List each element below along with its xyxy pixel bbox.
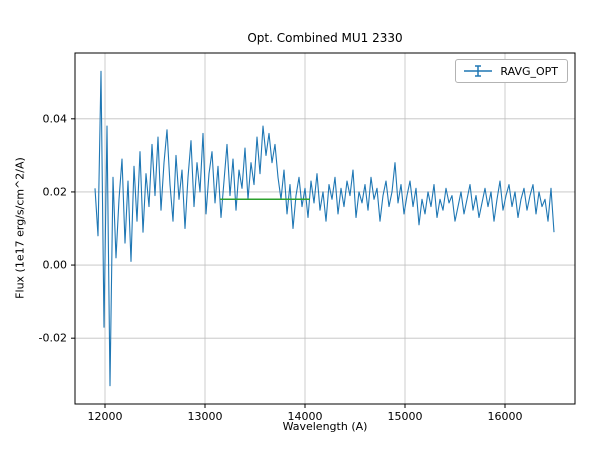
- svg-text:13000: 13000: [188, 410, 223, 423]
- axes-box: [74, 52, 576, 405]
- svg-text:0.02: 0.02: [43, 185, 68, 198]
- svg-text:0.00: 0.00: [43, 259, 68, 272]
- svg-text:15000: 15000: [388, 410, 423, 423]
- svg-text:0.04: 0.04: [43, 112, 68, 125]
- svg-text:-0.02: -0.02: [39, 332, 67, 345]
- spectrum-line: [94, 70, 555, 387]
- tick-labels: 12000 13000 14000 15000 16000 -0.02 0.00 0.02 0.…: [39, 112, 523, 423]
- gridlines: [75, 53, 575, 404]
- tick-marks: [71, 118, 506, 408]
- svg-text:12000: 12000: [88, 410, 123, 423]
- svg-text:14000: 14000: [288, 410, 323, 423]
- y-axis-label: Flux (1e17 erg/s/cm^2/A): [13, 157, 27, 299]
- legend-label: RAVG_OPT: [500, 64, 558, 78]
- errorbar-legend-icon: [464, 65, 493, 77]
- legend: RAVG_OPT: [455, 59, 568, 83]
- svg-text:16000: 16000: [488, 410, 523, 423]
- chart-title: Opt. Combined MU1 2330: [247, 31, 403, 45]
- x-axis-label: Wavelength (A): [282, 420, 368, 433]
